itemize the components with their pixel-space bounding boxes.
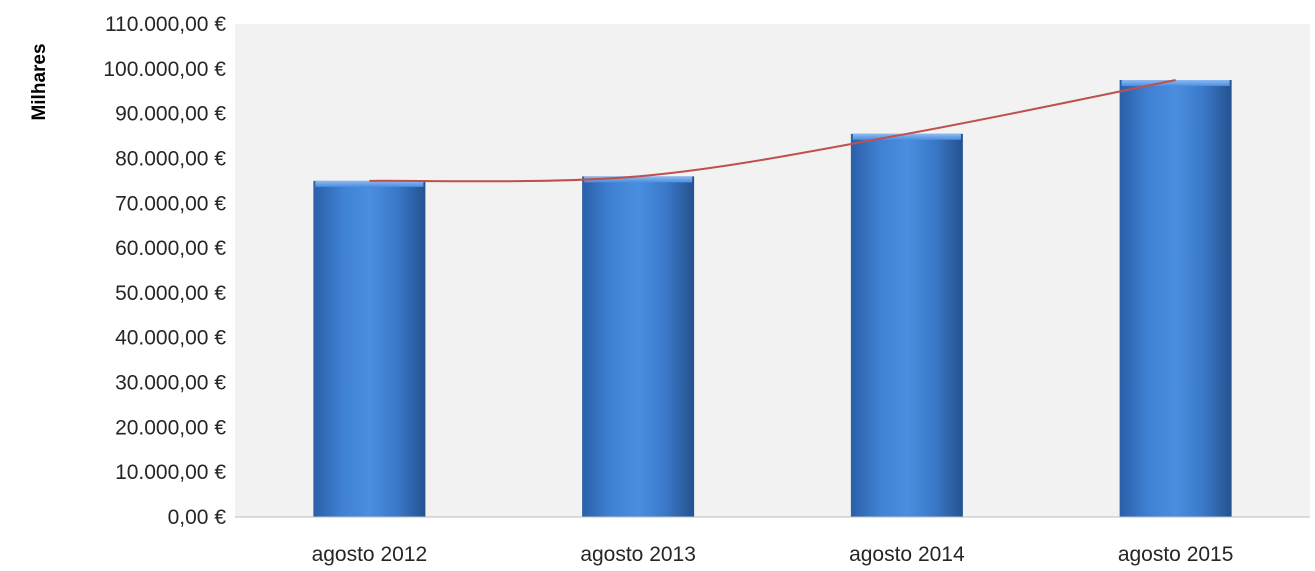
bar bbox=[582, 176, 695, 517]
y-tick-label: 0,00 € bbox=[168, 506, 227, 529]
y-tick-label: 30.000,00 € bbox=[115, 372, 226, 395]
y-tick-label: 40.000,00 € bbox=[115, 327, 226, 350]
bar bbox=[850, 133, 963, 517]
bar-top bbox=[584, 176, 693, 183]
x-axis-labels: agosto 2012 agosto 2013 agosto 2014 agosto … bbox=[312, 543, 1234, 566]
y-tick-label: 100.000,00 € bbox=[103, 58, 226, 81]
y-tick-label: 70.000,00 € bbox=[115, 192, 226, 215]
y-tick-label: 20.000,00 € bbox=[115, 416, 226, 439]
y-tick-label: 80.000,00 € bbox=[115, 147, 226, 170]
bar bbox=[313, 180, 426, 517]
x-tick-label: agosto 2012 bbox=[312, 543, 428, 566]
x-tick-label: agosto 2013 bbox=[580, 543, 696, 566]
trendline bbox=[369, 79, 1176, 183]
y-tick-label: 90.000,00 € bbox=[115, 103, 226, 126]
bar bbox=[1119, 80, 1232, 517]
bars bbox=[313, 80, 1232, 517]
x-tick-label: agosto 2014 bbox=[849, 543, 965, 566]
bar-top bbox=[1121, 80, 1230, 87]
y-tick-label: 60.000,00 € bbox=[115, 237, 226, 260]
x-tick-label: agosto 2015 bbox=[1118, 543, 1234, 566]
y-axis-title: Milhares bbox=[29, 43, 50, 120]
y-tick-label: 110.000,00 € bbox=[105, 13, 226, 36]
bar-top bbox=[315, 180, 424, 187]
y-tick-label: 10.000,00 € bbox=[115, 461, 226, 484]
y-tick-label: 50.000,00 € bbox=[115, 282, 226, 305]
y-axis-ticks: 0,00 € 10.000,00 € 20.000,00 € 30.000,00 € 4… bbox=[103, 13, 226, 529]
bar-top bbox=[852, 133, 961, 140]
